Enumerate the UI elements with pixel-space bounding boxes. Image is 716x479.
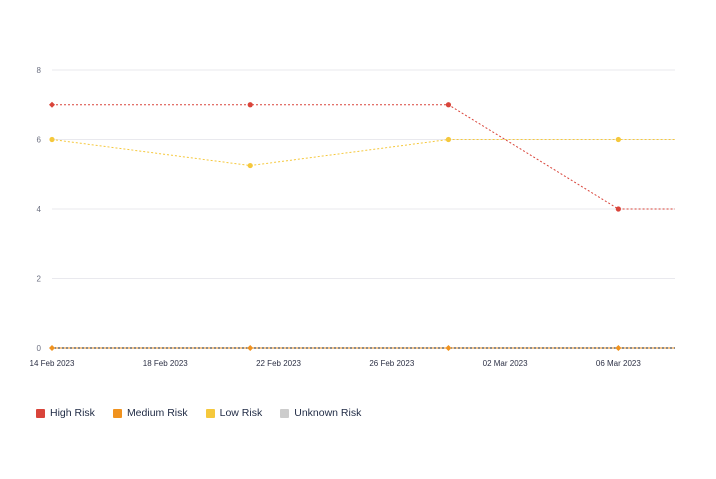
x-tick-label-2: 22 Feb 2023	[256, 359, 301, 368]
legend-item-low-risk[interactable]: Low Risk	[205, 407, 263, 419]
legend-label-unknown-risk: Unknown Risk	[294, 407, 362, 419]
point-medium-risk-1	[247, 345, 254, 351]
legend-swatch-high-risk	[36, 408, 45, 418]
point-medium-risk-0	[49, 345, 55, 351]
point-high-risk-0	[49, 101, 55, 108]
y-tick-label-0: 0	[37, 344, 42, 353]
y-tick-label-2: 2	[37, 275, 42, 284]
legend-label-low-risk: Low Risk	[219, 407, 263, 419]
legend-item-unknown-risk[interactable]: Unknown Risk	[280, 407, 361, 419]
x-tick-label-4: 02 Mar 2023	[483, 359, 528, 368]
x-tick-label-1: 18 Feb 2023	[143, 359, 188, 368]
chart-legend: High Risk Medium Risk Low Risk Unknown Risk	[36, 407, 379, 419]
legend-item-high-risk[interactable]: High Risk	[36, 407, 95, 419]
point-high-risk-1	[247, 102, 253, 108]
y-tick-label-8: 8	[37, 66, 42, 75]
legend-swatch-low-risk	[205, 408, 215, 418]
point-high-risk-2	[445, 102, 452, 108]
legend-swatch-unknown-risk	[280, 408, 290, 418]
x-tick-label-0: 14 Feb 2023	[30, 359, 75, 368]
legend-label-high-risk: High Risk	[50, 407, 95, 419]
series-line-high-risk	[52, 104, 675, 210]
point-medium-risk-3	[615, 345, 622, 351]
legend-label-medium-risk: Medium Risk	[126, 407, 188, 419]
y-tick-label-6: 6	[37, 136, 42, 145]
y-tick-label-4: 4	[37, 205, 42, 214]
legend-swatch-medium-risk	[112, 408, 122, 418]
point-low-risk-0	[49, 136, 55, 143]
point-low-risk-3	[615, 136, 621, 143]
point-low-risk-1	[247, 162, 253, 169]
x-tick-label-5: 06 Mar 2023	[596, 359, 641, 368]
series-line-low-risk	[51, 139, 675, 167]
legend-item-medium-risk[interactable]: Medium Risk	[112, 407, 188, 419]
point-medium-risk-2	[445, 345, 452, 351]
point-high-risk-3	[615, 206, 621, 212]
x-tick-label-3: 26 Feb 2023	[369, 359, 414, 368]
point-low-risk-2	[445, 136, 452, 143]
